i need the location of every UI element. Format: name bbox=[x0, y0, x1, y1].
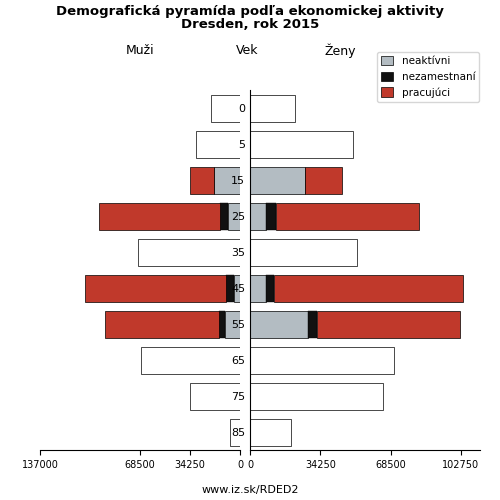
Bar bbox=[250, 418, 291, 446]
Bar bbox=[140, 346, 240, 374]
Bar bbox=[266, 202, 276, 230]
Bar bbox=[99, 202, 220, 230]
Bar bbox=[250, 310, 308, 338]
Text: www.iz.sk/RDED2: www.iz.sk/RDED2 bbox=[201, 485, 299, 495]
Bar bbox=[214, 166, 240, 194]
Text: Demografická pyramída podľa ekonomickej aktivity: Demografická pyramída podľa ekonomickej … bbox=[56, 5, 444, 18]
Bar bbox=[226, 274, 234, 301]
Bar bbox=[250, 238, 357, 266]
Bar bbox=[234, 274, 240, 301]
Bar bbox=[306, 166, 343, 194]
Text: Dresden, rok 2015: Dresden, rok 2015 bbox=[181, 18, 319, 30]
Bar bbox=[308, 310, 316, 338]
Bar bbox=[274, 274, 462, 301]
Text: Ženy: Ženy bbox=[324, 43, 356, 58]
Bar bbox=[84, 274, 226, 301]
Bar bbox=[105, 310, 219, 338]
Bar bbox=[219, 310, 226, 338]
Text: Muži: Muži bbox=[126, 44, 154, 58]
Bar bbox=[250, 94, 295, 122]
Bar bbox=[250, 346, 394, 374]
Bar bbox=[228, 202, 240, 230]
Bar bbox=[250, 382, 384, 409]
Bar bbox=[250, 202, 266, 230]
Bar bbox=[250, 130, 352, 158]
Bar bbox=[230, 418, 240, 446]
Bar bbox=[250, 274, 266, 301]
Bar bbox=[190, 382, 240, 409]
Legend: neaktívni, nezamestnaní, pracujúci: neaktívni, nezamestnaní, pracujúci bbox=[376, 52, 480, 102]
Bar bbox=[211, 94, 240, 122]
Bar bbox=[250, 166, 306, 194]
Text: Vek: Vek bbox=[236, 44, 259, 58]
Bar bbox=[220, 202, 228, 230]
Bar bbox=[266, 274, 274, 301]
Bar bbox=[276, 202, 420, 230]
Bar bbox=[190, 166, 214, 194]
Bar bbox=[316, 310, 460, 338]
Bar bbox=[196, 130, 240, 158]
Bar bbox=[226, 310, 240, 338]
Bar bbox=[138, 238, 240, 266]
